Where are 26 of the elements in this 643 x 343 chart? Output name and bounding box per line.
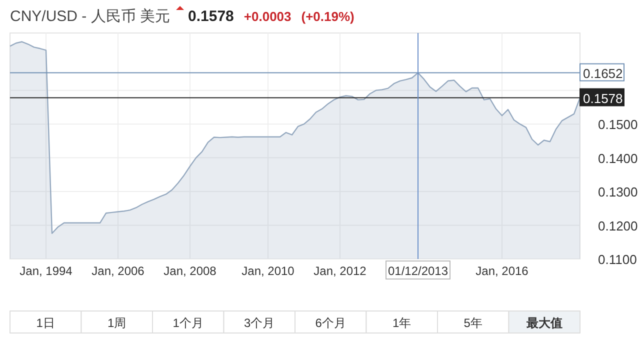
x-tick-label: Jan, 2008 xyxy=(164,264,217,278)
text: +0.0003 xyxy=(244,9,292,24)
text: (+0.19%) xyxy=(301,9,354,24)
text: 6个月 xyxy=(315,316,346,330)
text: 1日 xyxy=(36,316,55,330)
x-tick-label: Jan, 2010 xyxy=(242,264,295,278)
ref-line-label: 0.1652 xyxy=(583,66,623,81)
text: 1年 xyxy=(392,316,412,330)
text: 最大值 xyxy=(525,316,562,330)
x-tick-label: Jan, 2012 xyxy=(314,264,367,278)
text: 3个月 xyxy=(244,316,275,330)
y-tick-label: 0.1300 xyxy=(598,184,638,200)
x-tick-label: Jan, 1994 xyxy=(20,264,73,278)
text: 5年 xyxy=(464,316,482,330)
text: 1个月 xyxy=(172,316,204,330)
y-tick-label: 0.1200 xyxy=(598,218,638,234)
x-tick-label: Jan, 2016 xyxy=(476,264,529,278)
y-tick-label: 0.1500 xyxy=(598,117,638,132)
ref-line-label: 0.1578 xyxy=(583,90,623,106)
x-tick-label: 01/12/2013 xyxy=(388,264,448,278)
y-tick-label: 0.1400 xyxy=(598,150,638,166)
text: 1周 xyxy=(108,316,126,330)
chart-title: CNY/USD - 人民币 美元 xyxy=(10,8,170,25)
x-tick-label: Jan, 2006 xyxy=(92,264,145,278)
chart-subtitle: 0.1578 xyxy=(188,8,234,25)
y-tick-label: 0.1100 xyxy=(598,252,637,267)
